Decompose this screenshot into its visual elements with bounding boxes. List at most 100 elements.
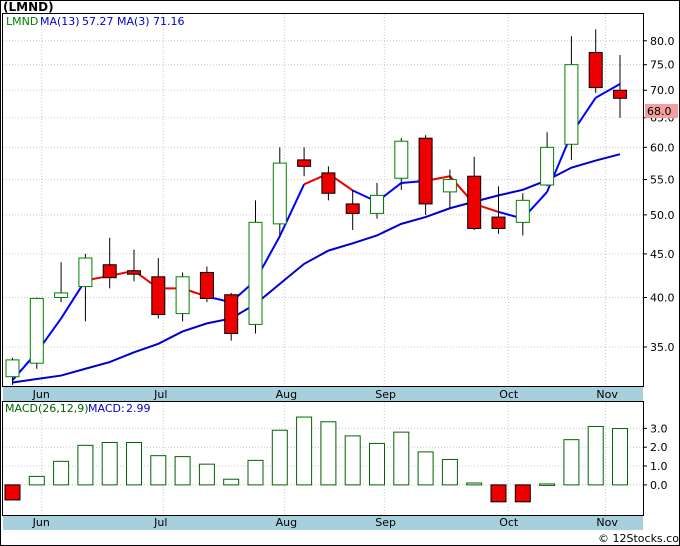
candle-body-down bbox=[199, 271, 214, 299]
price-x-tick-label: Sep bbox=[375, 388, 396, 401]
price-x-tick-label: Aug bbox=[276, 388, 297, 401]
candle-body-up bbox=[248, 221, 263, 325]
candle-body-down bbox=[491, 216, 506, 229]
last-price-tag: 68.0 bbox=[647, 105, 672, 118]
price-x-tick-label: Jul bbox=[153, 388, 167, 401]
candle bbox=[540, 132, 555, 187]
chart-title: (LMND) bbox=[3, 0, 54, 14]
candle-body-up bbox=[442, 179, 457, 193]
macd-bar-positive bbox=[417, 451, 434, 486]
price-y-tick-label: 80.0 bbox=[650, 35, 675, 48]
macd-bars bbox=[4, 416, 628, 503]
macd-bar-positive bbox=[101, 441, 118, 486]
candle-body-up bbox=[370, 194, 384, 214]
watermark: © 12Stocks.com bbox=[598, 532, 680, 545]
candle-body-up bbox=[394, 140, 409, 179]
price-y-tick-label: 50.0 bbox=[650, 209, 675, 222]
candle-body-up bbox=[564, 64, 579, 145]
macd-bar-positive bbox=[28, 475, 45, 486]
candle bbox=[54, 262, 69, 303]
price-panel: 35.040.045.050.055.060.065.070.075.080.0… bbox=[2, 13, 675, 402]
price-y-tick-label: 40.0 bbox=[650, 292, 675, 305]
candle bbox=[272, 147, 287, 237]
candle-body-up bbox=[5, 359, 20, 378]
macd-x-tick-label: Nov bbox=[596, 516, 618, 529]
macd-legend-value-label: MACD: bbox=[88, 402, 125, 415]
macd-bar-negative bbox=[514, 484, 531, 503]
candles bbox=[5, 29, 627, 385]
candle-body-up bbox=[78, 257, 93, 288]
macd-bar-positive bbox=[174, 456, 191, 486]
candle bbox=[345, 189, 360, 230]
price-x-tick-label: Oct bbox=[499, 388, 519, 401]
candle-body-down bbox=[297, 159, 312, 167]
candle bbox=[515, 193, 530, 236]
macd-bar-positive bbox=[296, 416, 313, 486]
candle bbox=[151, 258, 166, 319]
candle-body-up bbox=[272, 162, 287, 225]
price-x-tick-label: Jun bbox=[32, 388, 50, 401]
macd-x-axis: Jun Jul Aug Sep Oct Nov bbox=[32, 516, 619, 529]
candle-body-up bbox=[29, 297, 44, 364]
macd-gridlines bbox=[3, 402, 643, 515]
candle bbox=[199, 266, 214, 303]
legend-ticker: LMND bbox=[6, 15, 38, 28]
candle bbox=[491, 186, 506, 234]
legend-ma13-value: 57.27 bbox=[82, 15, 114, 28]
candle-body-down bbox=[151, 276, 166, 316]
macd-bar-negative bbox=[490, 484, 507, 503]
macd-bar-positive bbox=[466, 482, 483, 486]
price-y-tick-label: 70.0 bbox=[650, 84, 675, 97]
ma3-segment bbox=[595, 83, 621, 99]
macd-x-tick-label: Aug bbox=[276, 516, 297, 529]
macd-bar-positive bbox=[223, 478, 240, 486]
candle-body-down bbox=[613, 89, 627, 99]
candle-body-up bbox=[175, 276, 190, 315]
candle bbox=[102, 237, 117, 289]
macd-y-axis: 0.0 1.0 2.0 3.0 bbox=[643, 422, 668, 492]
candle bbox=[78, 253, 93, 322]
macd-x-axis-band bbox=[3, 516, 643, 530]
macd-y-tick-label: 3.0 bbox=[650, 422, 668, 435]
macd-x-tick-label: Jul bbox=[153, 516, 167, 529]
macd-bar-positive bbox=[441, 458, 458, 486]
macd-bar-positive bbox=[126, 441, 142, 486]
macd-bar-positive bbox=[150, 455, 167, 486]
candle bbox=[467, 156, 482, 230]
price-x-axis: Jun Jul Aug Sep Oct Nov bbox=[32, 388, 619, 401]
candle bbox=[175, 272, 190, 322]
candle bbox=[5, 357, 20, 385]
ma13-polyline bbox=[12, 153, 621, 384]
macd-legend-label: MACD(26,12,9) bbox=[5, 402, 89, 415]
candle bbox=[224, 292, 239, 341]
candle bbox=[564, 36, 579, 160]
candle-body-down bbox=[418, 137, 433, 205]
candle bbox=[370, 182, 384, 219]
candle bbox=[29, 297, 44, 369]
macd-legend-value: 2.99 bbox=[126, 402, 151, 415]
macd-bar-positive bbox=[344, 435, 361, 486]
macd-bar-negative bbox=[4, 484, 21, 501]
macd-x-tick-label: Jun bbox=[32, 516, 50, 529]
price-y-tick-label: 55.0 bbox=[650, 174, 675, 187]
candle-body-down bbox=[224, 294, 239, 334]
candle-body-down bbox=[127, 270, 141, 275]
candle bbox=[321, 166, 336, 201]
candle-body-down bbox=[321, 172, 336, 194]
macd-bar-positive bbox=[393, 431, 410, 486]
macd-y-tick-label: 2.0 bbox=[650, 441, 668, 454]
price-plot-area bbox=[2, 13, 644, 387]
macd-bar-positive bbox=[198, 463, 215, 486]
candle-body-down bbox=[345, 203, 360, 214]
macd-panel: 0.0 1.0 2.0 3.0 Jun Jul Aug Sep Oct Nov bbox=[2, 401, 668, 530]
price-y-tick-label: 75.0 bbox=[650, 59, 675, 72]
ma13-line bbox=[12, 153, 621, 384]
macd-bar-positive bbox=[271, 429, 288, 486]
candle-body-up bbox=[54, 292, 69, 299]
macd-bar-positive bbox=[612, 428, 628, 486]
price-y-tick-label: 45.0 bbox=[650, 248, 675, 261]
candle bbox=[613, 54, 627, 118]
last-price-tag-bg bbox=[645, 104, 678, 118]
macd-y-tick-label: 1.0 bbox=[650, 460, 668, 473]
